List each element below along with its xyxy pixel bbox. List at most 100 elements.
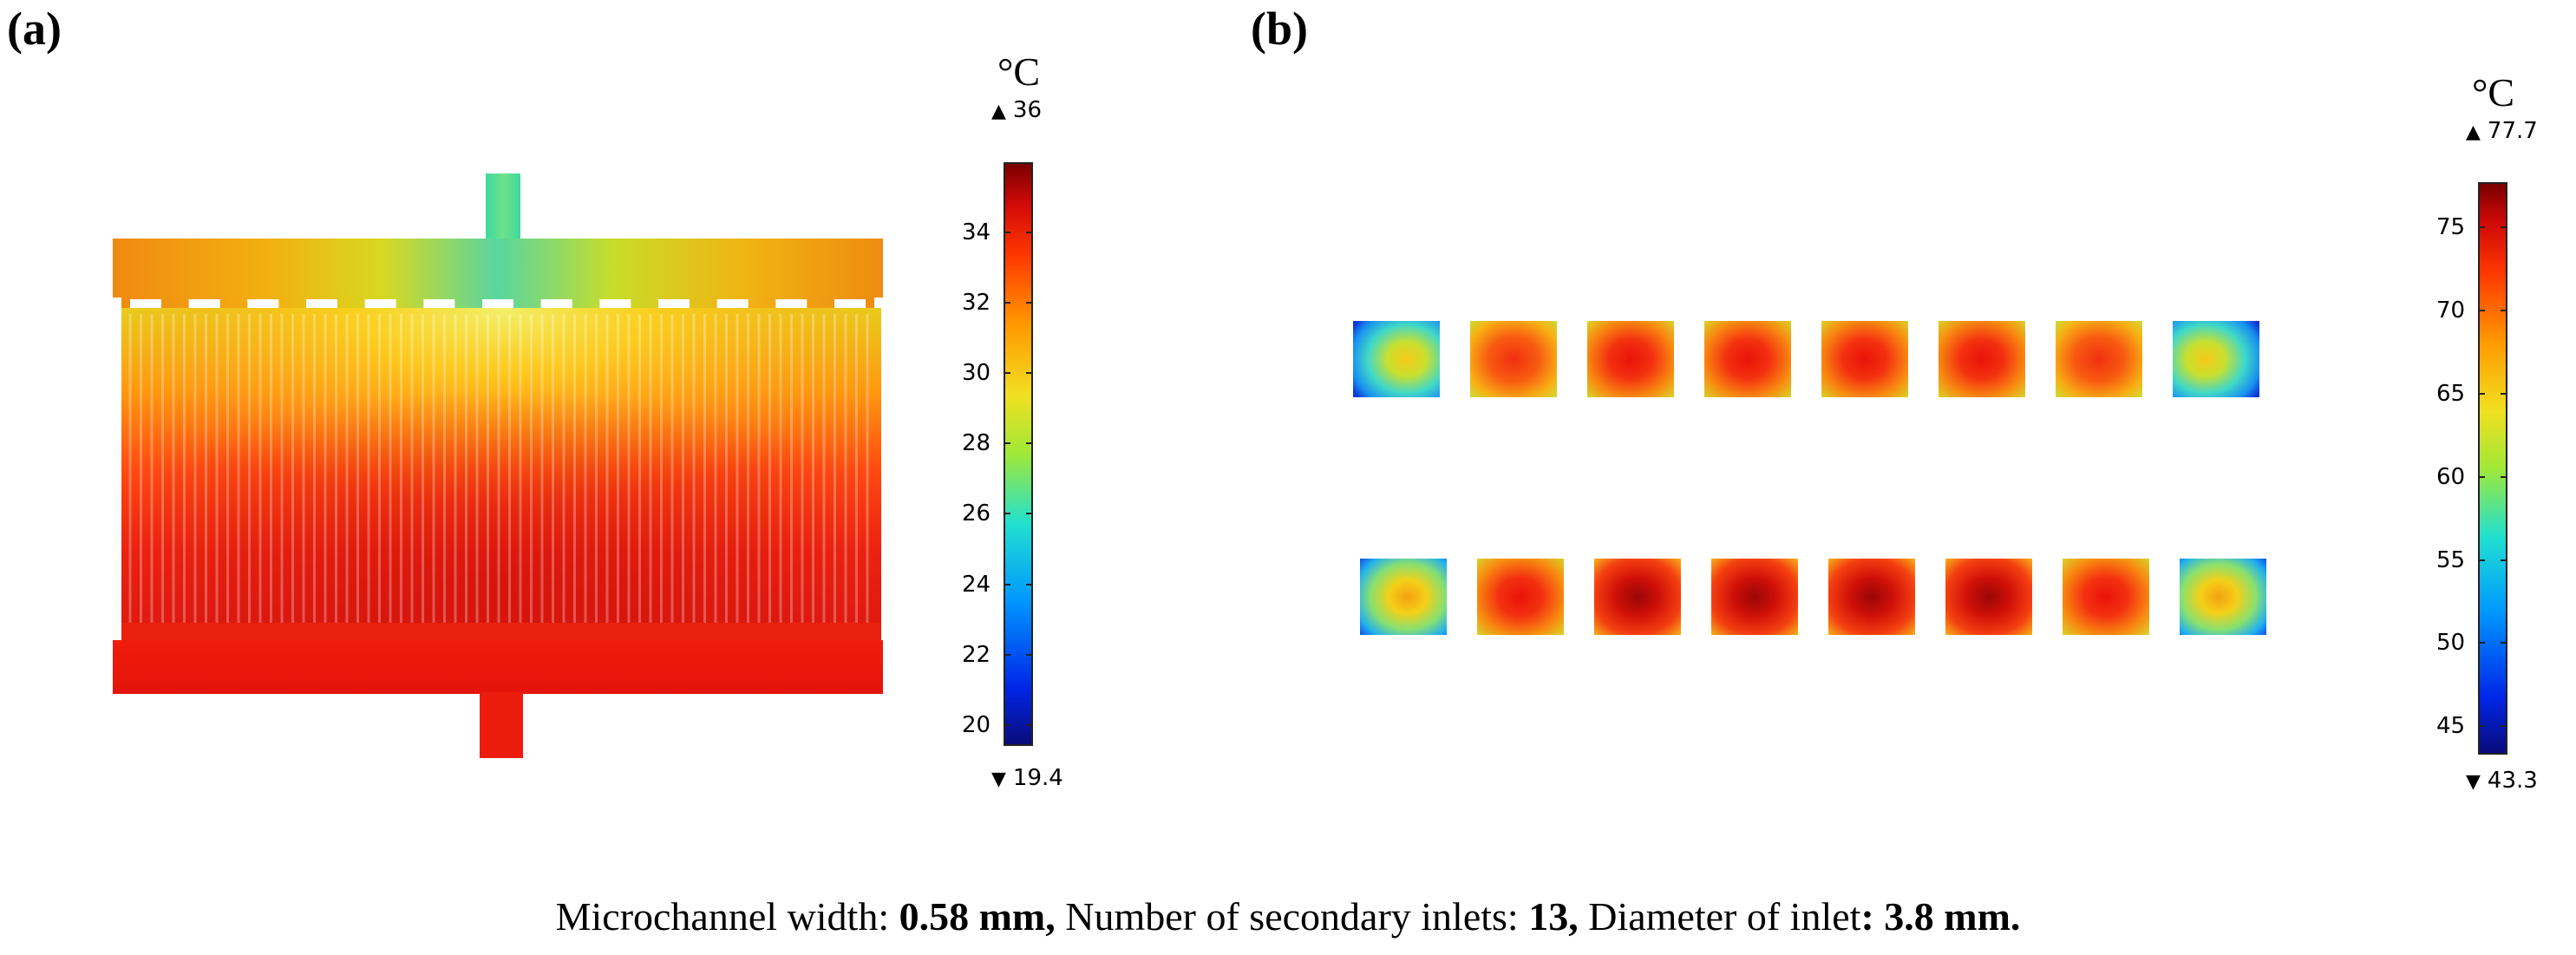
colorbar-a-tickmark <box>1004 583 1010 585</box>
colorbar-a-tickmark <box>1026 653 1033 656</box>
secondary-inlet-gap <box>306 299 337 308</box>
colorbar-a-tick-label: 34 <box>962 219 991 246</box>
secondary-inlet-gap <box>658 299 690 308</box>
outlet-pipe <box>480 692 523 758</box>
colorbar-a-tickmark <box>1026 583 1033 585</box>
cell-r2-c4 <box>1711 559 1798 635</box>
colorbar-b-tick-label: 50 <box>2436 630 2466 657</box>
caption-width-label: Microchannel width: <box>555 894 899 939</box>
cell-r1-c3 <box>1587 321 1674 397</box>
bottom-manifold <box>113 640 883 694</box>
colorbar-a-tickmark <box>1004 372 1010 375</box>
colorbar-a <box>1004 162 1033 746</box>
cell-r1-c2 <box>1470 321 1557 397</box>
colorbar-a-tick-label: 30 <box>962 360 991 387</box>
top-manifold <box>113 239 883 298</box>
caption-inlets-label: Number of secondary inlets: <box>1055 894 1529 939</box>
colorbar-a-tickmark <box>1026 723 1033 726</box>
cell-r1-c8 <box>2173 321 2259 397</box>
colorbar-b-tick-label: 75 <box>2436 213 2466 240</box>
cell-r1-c7 <box>2056 321 2142 397</box>
panel-b-label: (b) <box>1251 3 1308 55</box>
cell-r1-c6 <box>1939 321 2025 397</box>
colorbar-b-tickmark <box>2501 559 2507 561</box>
colorbar-a-tickmark <box>1026 372 1033 375</box>
colorbar-a-tick-label: 28 <box>962 430 991 457</box>
colorbar-b-tickmark <box>2501 642 2507 644</box>
cell-r2-c2 <box>1477 559 1564 635</box>
figure-caption: Microchannel width: 0.58 mm, Number of s… <box>0 893 2576 939</box>
colorbar-b-tickmark <box>2478 725 2485 728</box>
colorbar-b-max: ▲ 77.7 <box>2466 118 2538 144</box>
secondary-inlet-gap <box>775 299 807 308</box>
colorbar-b-tick-label: 70 <box>2436 297 2466 324</box>
colorbar-b-tickmark <box>2478 475 2485 478</box>
secondary-inlet-gaps-top <box>130 299 866 308</box>
colorbar-a-tickmark <box>1004 723 1010 726</box>
colorbar-a-tick-label: 20 <box>962 711 991 738</box>
caption-diameter-value: : 3.8 mm. <box>1860 894 2021 939</box>
caption-diameter-label: Diameter of inlet <box>1578 894 1861 939</box>
colorbar-b-outline <box>2478 182 2507 755</box>
colorbar-b-tickmark <box>2501 309 2507 311</box>
colorbar-a-tickmark <box>1026 513 1033 515</box>
colorbar-b-min: ▼ 43.3 <box>2466 768 2538 794</box>
colorbar-a-tick-label: 32 <box>962 290 991 317</box>
secondary-inlet-gap <box>423 299 455 308</box>
cell-r1-c5 <box>1821 321 1908 397</box>
colorbar-b-tickmark <box>2478 642 2485 644</box>
unit-label-a: °C <box>997 49 1041 94</box>
caption-inlets-value: 13, <box>1528 894 1579 939</box>
colorbar-a-tick-label: 26 <box>962 500 991 527</box>
colorbar-a-tickmark <box>1004 513 1010 515</box>
cell-r2-c6 <box>1945 559 2032 635</box>
colorbar-b-tick-label: 55 <box>2436 546 2466 573</box>
colorbar-b-tickmark <box>2478 226 2485 228</box>
inlet-pipe <box>486 173 520 241</box>
microchannel-lines <box>128 314 869 626</box>
channel-heatsink-a <box>113 173 883 758</box>
secondary-inlet-gap <box>130 299 161 308</box>
secondary-inlet-gap <box>247 299 279 308</box>
colorbar-a-outline <box>1004 162 1033 746</box>
colorbar-a-tickmark <box>1026 442 1033 445</box>
colorbar-b-tickmark <box>2478 392 2485 395</box>
cell-r2-c8 <box>2180 559 2266 635</box>
panel-a-label: (a) <box>7 3 62 55</box>
secondary-inlet-gap <box>599 299 631 308</box>
cell-r2-c5 <box>1828 559 1915 635</box>
cell-r2-c7 <box>2063 559 2149 635</box>
colorbar-a-tickmark <box>1026 302 1033 304</box>
colorbar-b-tick-label: 65 <box>2436 380 2466 407</box>
cell-r1-c4 <box>1704 321 1791 397</box>
colorbar-b-tickmark <box>2501 226 2507 228</box>
colorbar-b <box>2478 182 2507 755</box>
caption-width-value: 0.58 mm, <box>899 894 1056 939</box>
secondary-inlet-gap <box>364 299 396 308</box>
secondary-inlet-gap <box>540 299 572 308</box>
colorbar-a-max: ▲ 36 <box>991 97 1043 123</box>
colorbar-a-tickmark <box>1004 232 1010 234</box>
cell-r1-c1 <box>1353 321 1440 397</box>
colorbar-b-tickmark <box>2501 725 2507 728</box>
colorbar-b-tickmark <box>2478 559 2485 561</box>
secondary-inlet-gap <box>482 299 513 308</box>
colorbar-a-tick-label: 24 <box>962 571 991 598</box>
colorbar-b-tickmark <box>2501 392 2507 395</box>
colorbar-a-tickmark <box>1004 653 1010 656</box>
colorbar-a-tickmark <box>1026 232 1033 234</box>
colorbar-a-min: ▼ 19.4 <box>991 765 1063 791</box>
secondary-inlet-gap <box>716 299 749 308</box>
colorbar-b-tick-label: 60 <box>2436 463 2466 490</box>
secondary-inlet-gap <box>188 299 220 308</box>
battery-temperature-cells <box>1353 321 2266 635</box>
unit-label-b: °C <box>2472 70 2515 114</box>
cell-r2-c1 <box>1360 559 1447 635</box>
cell-r2-c3 <box>1594 559 1681 635</box>
colorbar-a-tick-label: 22 <box>962 641 991 668</box>
secondary-inlet-gap <box>834 299 866 308</box>
colorbar-b-tick-label: 45 <box>2436 713 2466 740</box>
colorbar-b-tickmark <box>2478 309 2485 311</box>
colorbar-a-tickmark <box>1004 302 1010 304</box>
